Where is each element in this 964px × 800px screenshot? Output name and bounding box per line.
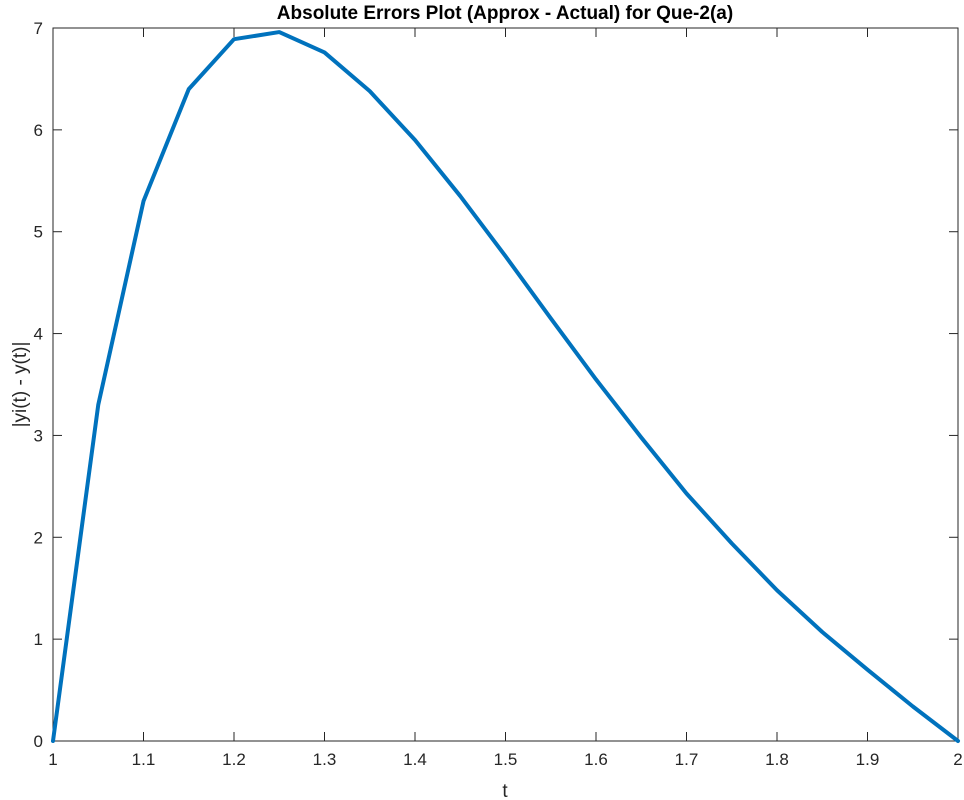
chart-title: Absolute Errors Plot (Approx - Actual) f… bbox=[277, 3, 733, 24]
x-tick-label: 2 bbox=[953, 750, 962, 769]
y-axis-title: |yi(t) - y(t)| bbox=[10, 342, 31, 428]
y-axis: 0 1 2 3 4 5 6 7 bbox=[34, 19, 958, 751]
y-tick-label: 2 bbox=[34, 528, 43, 547]
plot-area bbox=[52, 27, 959, 742]
y-tick-label: 0 bbox=[34, 732, 43, 751]
series-line bbox=[51, 30, 960, 743]
x-tick-label: 1.5 bbox=[494, 750, 518, 769]
y-tick-label: 6 bbox=[34, 121, 43, 140]
x-axis-title: t bbox=[502, 781, 508, 800]
y-tick-label: 1 bbox=[34, 630, 43, 649]
x-tick-label: 1 bbox=[48, 750, 57, 769]
x-tick-label: 1.3 bbox=[313, 750, 337, 769]
x-tick-label: 1.1 bbox=[132, 750, 156, 769]
x-tick-label: 1.4 bbox=[403, 750, 427, 769]
y-tick-label: 3 bbox=[34, 426, 43, 445]
x-axis: 1 1.1 1.2 1.3 1.4 1.5 1.6 1.7 1.8 1.9 2 bbox=[48, 28, 963, 769]
y-tick-label: 7 bbox=[34, 19, 43, 38]
x-tick-label: 1.7 bbox=[675, 750, 699, 769]
x-tick-label: 1.9 bbox=[856, 750, 880, 769]
y-tick-label: 4 bbox=[34, 325, 43, 344]
y-tick-label: 5 bbox=[34, 223, 43, 242]
x-tick-label: 1.8 bbox=[765, 750, 789, 769]
x-tick-label: 1.2 bbox=[222, 750, 246, 769]
x-tick-label: 1.6 bbox=[584, 750, 608, 769]
